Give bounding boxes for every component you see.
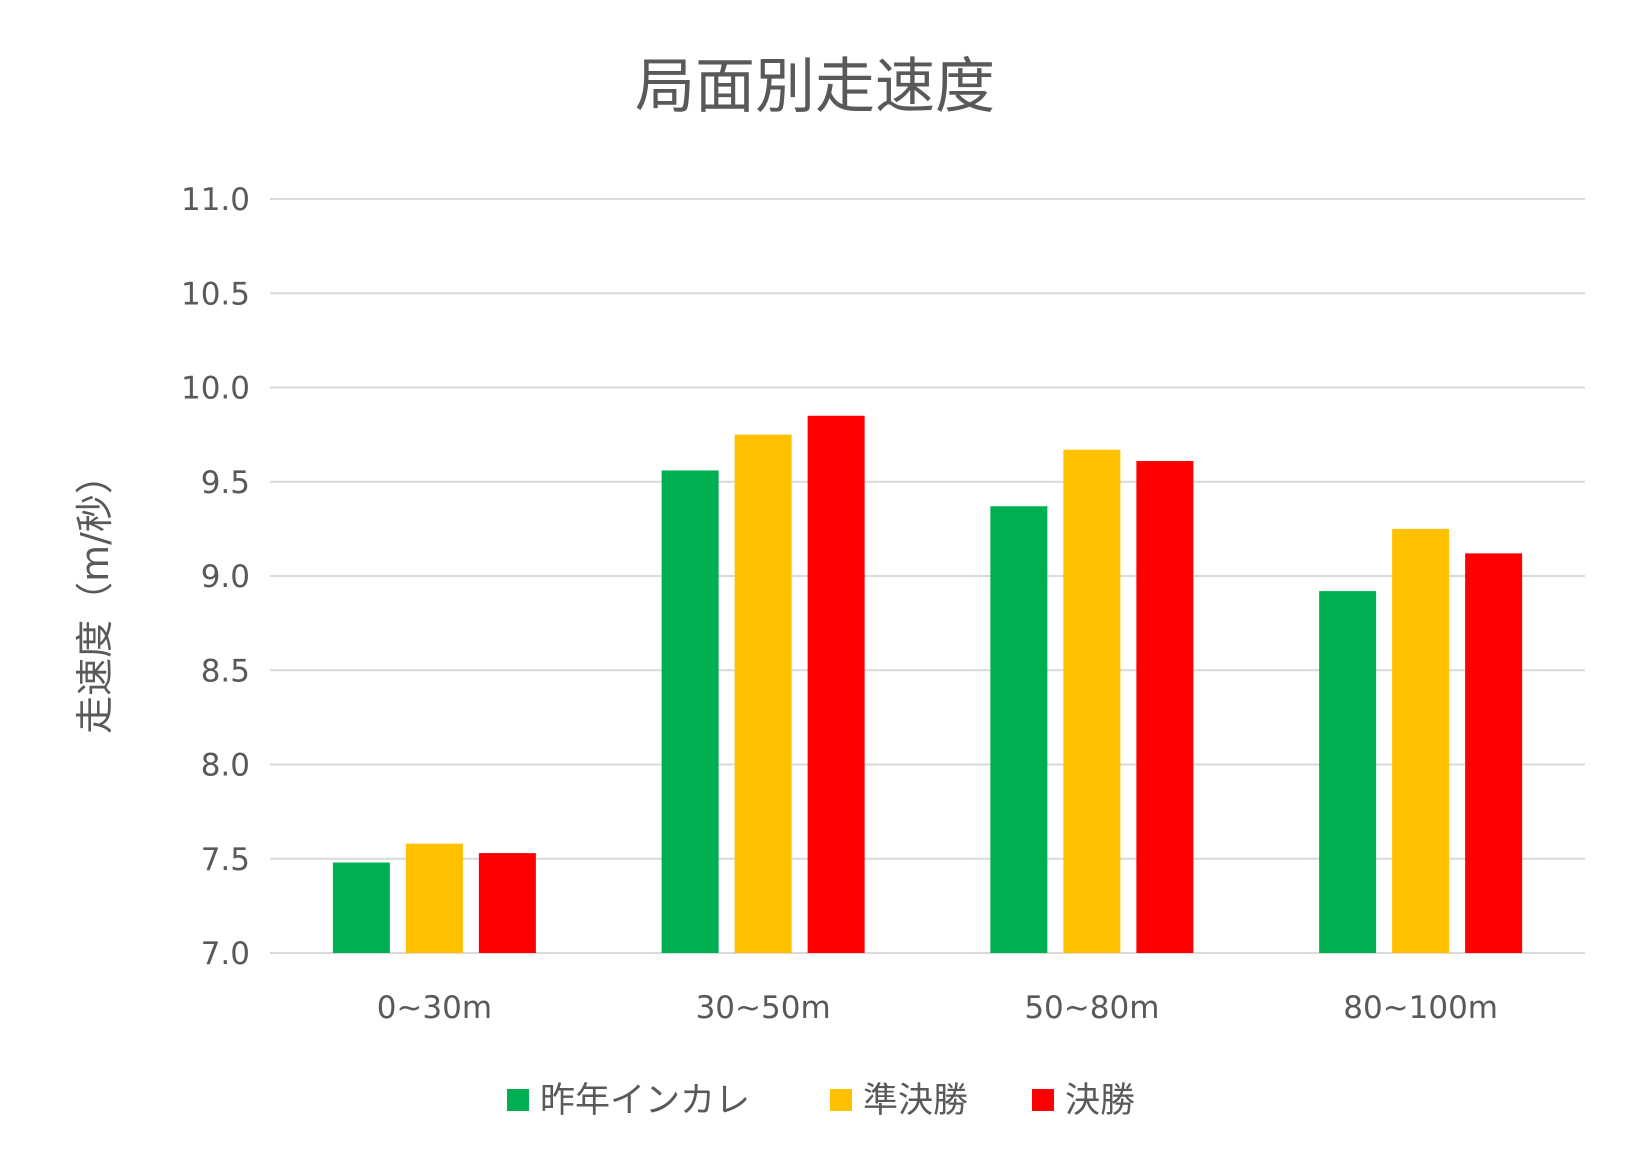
bar-1-4 (1319, 591, 1377, 953)
y-tick-label: 8.0 (201, 748, 250, 784)
y-tick-label: 10.5 (181, 276, 250, 312)
bar-2-3 (1063, 449, 1121, 953)
bar-3-4 (1465, 553, 1523, 953)
y-tick-label: 11.0 (181, 182, 250, 218)
y-tick-label: 7.5 (201, 842, 250, 878)
bar-2-1 (405, 843, 463, 953)
legend-swatch-1 (507, 1089, 529, 1111)
bar-1-2 (661, 470, 719, 953)
y-axis-label: 走速度（m/秒） (73, 456, 117, 734)
legend: 昨年インカレ 準決勝 決勝 (507, 1081, 1135, 1121)
y-axis-ticks: 7.0 7.5 8.0 8.5 9.0 9.5 10.0 10.5 11.0 (181, 182, 250, 972)
legend-swatch-2 (830, 1089, 852, 1111)
legend-label-1: 昨年インカレ (540, 1081, 750, 1121)
bar-2-2 (734, 434, 792, 953)
x-tick-label: 80~100m (1343, 990, 1498, 1026)
bar-3-3 (1136, 461, 1194, 953)
x-axis-ticks: 0~30m 30~50m 50~80m 80~100m (377, 990, 1498, 1026)
chart-title: 局面別走速度 (635, 52, 995, 122)
y-tick-label: 8.5 (201, 653, 250, 689)
x-tick-label: 50~80m (1024, 990, 1159, 1026)
x-tick-label: 30~50m (696, 990, 831, 1026)
bar-3-1 (478, 853, 536, 953)
y-tick-label: 9.0 (201, 559, 250, 595)
gridlines (270, 198, 1585, 954)
legend-swatch-3 (1032, 1089, 1054, 1111)
bar-1-3 (990, 506, 1048, 953)
y-tick-label: 10.0 (181, 371, 250, 407)
legend-label-2: 準決勝 (863, 1081, 968, 1121)
bar-2-4 (1392, 528, 1450, 953)
bars (332, 415, 1523, 953)
x-tick-label: 0~30m (377, 990, 492, 1026)
y-tick-label: 9.5 (201, 465, 250, 501)
y-tick-label: 7.0 (201, 936, 250, 972)
bar-3-2 (807, 415, 865, 953)
bar-1-1 (332, 862, 390, 953)
legend-label-3: 決勝 (1065, 1081, 1135, 1121)
